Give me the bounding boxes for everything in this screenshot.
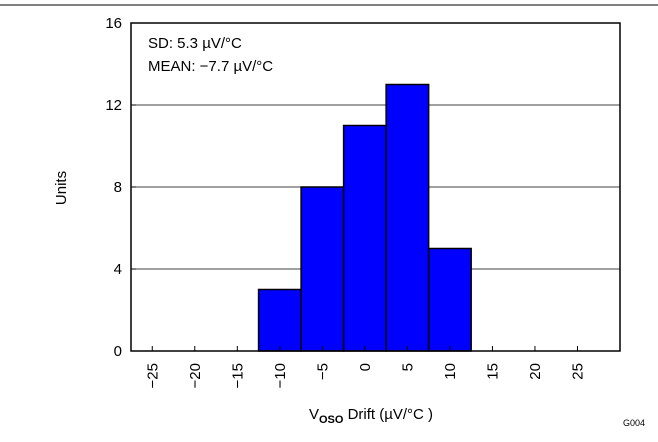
y-tick-label-2: 8 [114,179,122,196]
x-tick-label-7: 10 [442,363,459,380]
y-tick-label-0: 0 [114,343,122,360]
histogram-bar-3 [385,83,430,352]
x-tick-label-5: 0 [357,363,374,371]
x-axis-title-suffix: Drift (µV/°C ) [343,406,433,423]
x-axis-title: VOSO Drift (µV/°C ) [309,406,433,426]
x-tick-label-8: 15 [484,363,501,380]
x-tick-label-4: −5 [314,363,331,380]
x-tick-label-10: 25 [569,363,586,380]
histogram-bar-4 [427,247,472,352]
x-axis-ticks: −25 −20 −15 −10 −5 0 5 10 15 20 25 [144,346,586,388]
x-tick-label-3: −10 [272,363,289,388]
y-tick-label-3: 12 [105,97,122,114]
y-axis-title: Units [53,171,70,205]
histogram-bar-1 [300,186,345,352]
x-tick-label-2: −15 [229,363,246,388]
annotation-mean: MEAN: −7.7 µV/°C [148,58,273,75]
histogram-bar-2 [342,124,387,352]
x-tick-label-9: 20 [527,363,544,380]
annotation-sd: SD: 5.3 µV/°C [148,35,242,52]
bars [257,83,472,352]
x-axis-title-prefix: V [309,406,319,423]
x-tick-label-0: −25 [144,363,161,388]
y-tick-label-1: 4 [114,261,122,278]
y-axis-ticks: 0 4 8 12 16 [105,15,136,360]
figure-code: G004 [623,418,645,428]
x-tick-label-1: −20 [187,363,204,388]
histogram-bar-0 [257,288,302,352]
x-axis-title-subscript: OSO [319,414,344,426]
y-tick-label-4: 16 [105,15,122,32]
x-tick-label-6: 5 [399,363,416,371]
